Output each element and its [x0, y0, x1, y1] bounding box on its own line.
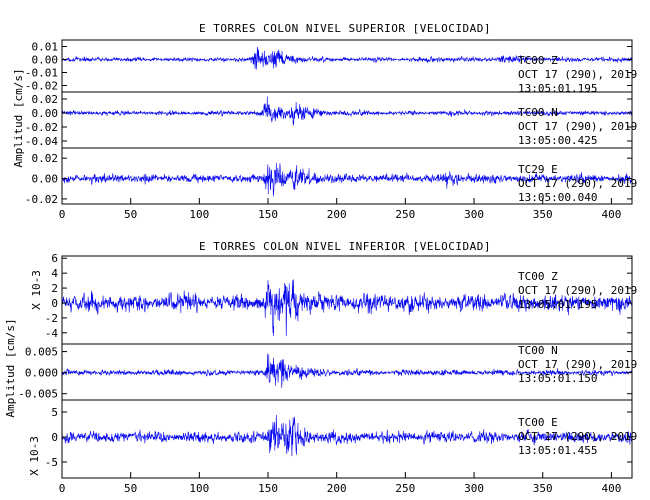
y-tick-label: 0.00 — [32, 107, 59, 120]
station-label: TC00 Z — [518, 54, 558, 67]
y-tick-label: 0.005 — [25, 346, 58, 359]
x-tick-label: 300 — [464, 208, 484, 221]
date-label: OCT 17 (290), 2019 — [518, 284, 637, 297]
y-tick-label: 0 — [51, 431, 58, 444]
x-tick-label: 300 — [464, 482, 484, 495]
date-label: OCT 17 (290), 2019 — [518, 430, 637, 443]
station-label: TC00 E — [518, 416, 558, 429]
y-tick-label: 4 — [51, 267, 58, 280]
scale-label: X 10-3 — [30, 270, 43, 310]
time-label: 13:05:01.150 — [518, 372, 597, 385]
station-label: TC00 N — [518, 106, 558, 119]
y-tick-label: 2 — [51, 282, 58, 295]
trace-panel-superior-z: 0.010.00-0.01-0.02 TC00 Z OCT 17 (290), … — [25, 39, 637, 95]
y-tick-label: 0.00 — [32, 54, 59, 67]
y-tick-label: -4 — [45, 327, 59, 340]
time-label: 13:05:01.195 — [518, 82, 597, 95]
time-label: 13:05:00.425 — [518, 134, 597, 147]
station-label: TC00 N — [518, 344, 558, 357]
y-tick-label: -0.02 — [25, 193, 58, 206]
trace-panel-inferior-n: 0.005 0.000 -0.005 TC00 N OCT 17 (290), 20… — [18, 343, 637, 401]
y-tick-label: 0 — [51, 297, 58, 310]
trace-panel-inferior-e: 50-5 0 50 100 150 200 250 300 350 400 X 10-3 TC0… — [28, 399, 637, 495]
y-tick-label: 0.01 — [32, 41, 59, 54]
time-label: 13:05:01.455 — [518, 444, 597, 457]
date-label: OCT 17 (290), 2019 — [518, 120, 637, 133]
seismic-trace — [61, 279, 633, 337]
y-axis-label-inferior: Amplitud [cm/s] — [4, 318, 17, 417]
x-tick-label: 200 — [327, 208, 347, 221]
seismic-trace — [61, 163, 633, 197]
date-label: OCT 17 (290), 2019 — [518, 358, 637, 371]
y-tick-label: 5 — [51, 406, 58, 419]
x-tick-label: 200 — [327, 482, 347, 495]
station-label: TC29 E — [518, 163, 558, 176]
x-tick-label: 350 — [533, 208, 553, 221]
seismic-trace — [61, 415, 633, 457]
x-tick-label: 0 — [59, 482, 66, 495]
x-tick-label: 400 — [601, 482, 621, 495]
x-tick-label: 0 — [59, 208, 66, 221]
y-tick-label: 0.000 — [25, 367, 58, 380]
station-label: TC00 Z — [518, 270, 558, 283]
y-tick-label: -0.02 — [25, 121, 58, 134]
y-tick-label: 0.02 — [32, 152, 59, 165]
x-tick-label: 100 — [189, 482, 209, 495]
y-tick-label: -0.04 — [25, 135, 58, 148]
x-tick-label: 150 — [258, 208, 278, 221]
x-tick-label: 350 — [533, 482, 553, 495]
chart-title-superior: E TORRES COLON NIVEL SUPERIOR [VELOCIDAD… — [199, 22, 491, 35]
y-axis-label-superior: Amplitud [cm/s] — [12, 68, 25, 167]
chart-inferior: E TORRES COLON NIVEL INFERIOR [VELOCIDAD… — [4, 240, 637, 495]
chart-superior: E TORRES COLON NIVEL SUPERIOR [VELOCIDAD… — [12, 22, 637, 221]
y-tick-label: -0.005 — [18, 388, 58, 401]
time-label: 13:05:01.195 — [518, 298, 597, 311]
y-tick-label: 6 — [51, 252, 58, 265]
x-tick-label: 50 — [124, 208, 137, 221]
time-label: 13:05:00.040 — [518, 191, 597, 204]
trace-panel-superior-e: 0.02 0.00 -0.02 0 50 100 150 200 250 300 350 400 T… — [25, 147, 637, 221]
y-tick-label: -5 — [45, 456, 58, 469]
seismic-trace — [61, 96, 633, 126]
seismic-trace — [61, 353, 633, 388]
y-tick-label: 0.00 — [32, 173, 59, 186]
chart-title-inferior: E TORRES COLON NIVEL INFERIOR [VELOCIDAD… — [199, 240, 491, 253]
y-tick-label: -0.02 — [25, 80, 58, 93]
trace-panel-superior-n: 0.020.00-0.02-0.04 TC00 N OCT 17 (290), … — [25, 91, 637, 149]
trace-panel-inferior-z: 6 4 2 0 -2 -4 X 10-3 TC00 Z OCT 17 (290), 201… — [30, 252, 637, 345]
x-tick-label: 250 — [395, 482, 415, 495]
seismic-trace — [61, 46, 633, 70]
y-tick-label: -0.01 — [25, 67, 58, 80]
date-label: OCT 17 (290), 2019 — [518, 68, 637, 81]
date-label: OCT 17 (290), 2019 — [518, 177, 637, 190]
x-tick-label: 250 — [395, 208, 415, 221]
y-tick-label: -2 — [45, 312, 58, 325]
x-tick-label: 50 — [124, 482, 137, 495]
x-tick-label: 100 — [189, 208, 209, 221]
y-tick-label: 0.02 — [32, 93, 59, 106]
x-tick-label: 150 — [258, 482, 278, 495]
x-tick-label: 400 — [601, 208, 621, 221]
scale-label: X 10-3 — [28, 436, 41, 476]
